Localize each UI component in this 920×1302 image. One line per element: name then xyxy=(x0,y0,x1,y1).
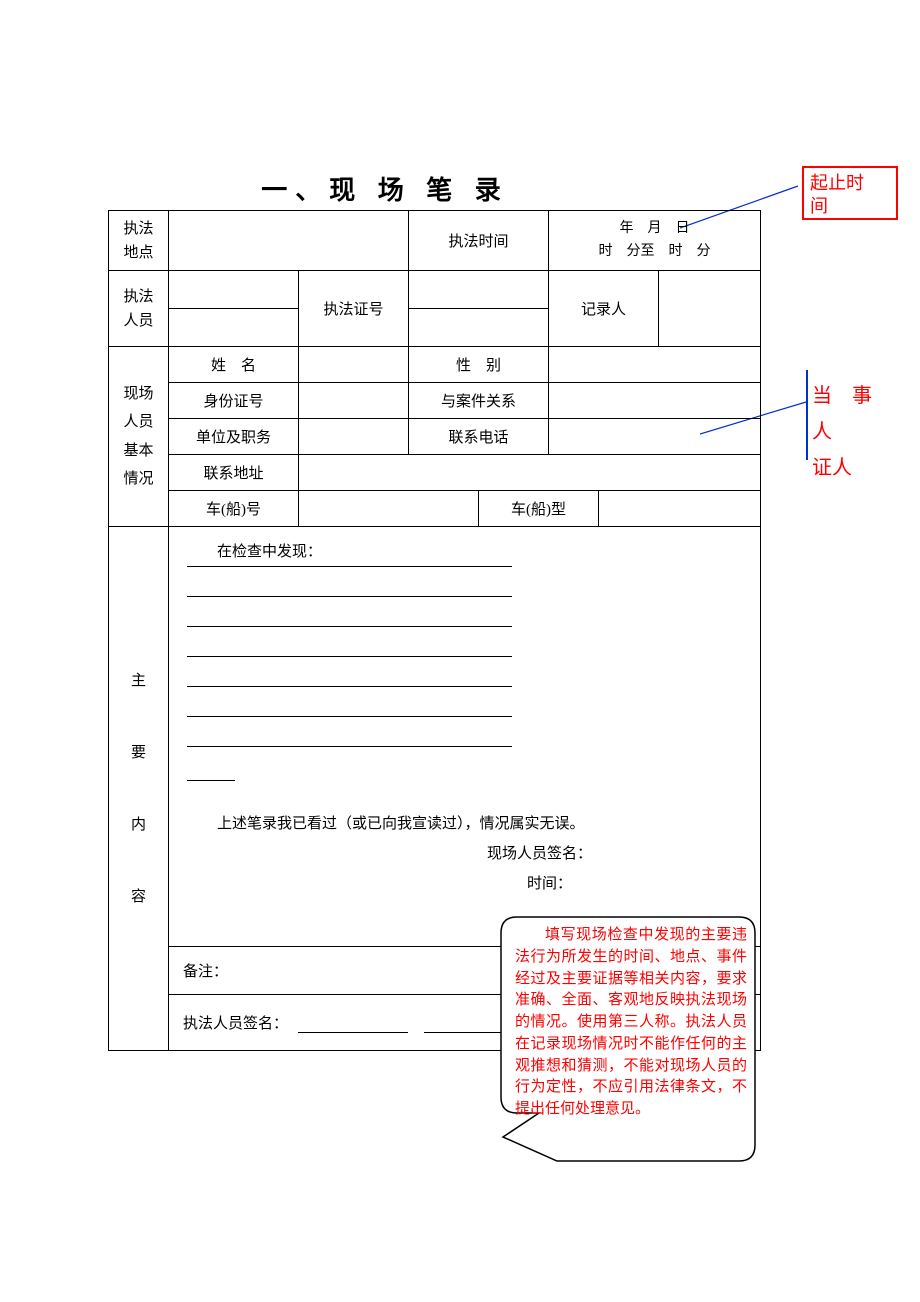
label-main-content: 主 要 内 容 xyxy=(109,527,169,1051)
time-line2: 时 分至 时 分 xyxy=(549,241,760,263)
label-name: 姓 名 xyxy=(169,347,299,383)
annotation-party: 当 事 人 证人 xyxy=(812,378,908,486)
onsite-sign-label: 现场人员签名： xyxy=(187,839,742,869)
label-unit: 单位及职务 xyxy=(169,419,299,455)
annotation-party-line2: 证人 xyxy=(812,450,908,486)
confirm-block: 上述笔录我已看过（或已向我宣读过），情况属实无误。 现场人员签名： 时间： xyxy=(187,809,742,899)
cell-idno[interactable] xyxy=(299,383,409,419)
label-onsite-person: 现场 人员 基本 情况 xyxy=(109,347,169,527)
label-relation: 与案件关系 xyxy=(409,383,549,419)
cell-vehicle-no[interactable] xyxy=(299,491,479,527)
page: 一、现 场 笔 录 起止时 间 当 事 人 证人 xyxy=(0,0,920,1302)
label-vehicle-no: 车(船)号 xyxy=(169,491,299,527)
label-vehicle-type: 车(船)型 xyxy=(479,491,599,527)
onsite-sign-time: 时间： xyxy=(187,869,742,899)
cell-staff-name-2[interactable] xyxy=(169,309,299,347)
cell-staff-name-1[interactable] xyxy=(169,271,299,309)
remark-label: 备注： xyxy=(183,964,228,980)
cell-gender[interactable] xyxy=(549,347,761,383)
annotation-party-line1: 当 事 人 xyxy=(812,378,908,450)
cell-vehicle-type[interactable] xyxy=(599,491,761,527)
form-table: 执法 地点 执法时间 年 月 日 时 分至 时 分 执法 人员 执法证号 记录人 xyxy=(108,210,761,1051)
label-staff: 执法 人员 xyxy=(109,271,169,347)
label-idno: 身份证号 xyxy=(169,383,299,419)
cell-location-value[interactable] xyxy=(169,211,409,271)
cell-name[interactable] xyxy=(299,347,409,383)
label-gender: 性 别 xyxy=(409,347,549,383)
cell-address[interactable] xyxy=(299,455,761,491)
cell-recorder[interactable] xyxy=(659,271,761,347)
staff-sign-label: 执法人员签名： xyxy=(183,1016,288,1032)
time-line1: 年 月 日 xyxy=(549,218,760,240)
cell-cert-1[interactable] xyxy=(409,271,549,309)
label-phone: 联系电话 xyxy=(409,419,549,455)
cell-relation[interactable] xyxy=(549,383,761,419)
bubble-text: 填写现场检查中发现的主要违法行为所发生的时间、地点、事件经过及主要证据等相关内容… xyxy=(515,925,747,1121)
label-address: 联系地址 xyxy=(169,455,299,491)
cell-main-content[interactable]: 在检查中发现： 上述笔录我已看过（或已向我宣读过），情况属实无误。 现场人员签名… xyxy=(169,527,761,947)
confirm-text: 上述笔录我已看过（或已向我宣读过），情况属实无误。 xyxy=(187,809,742,839)
annotation-time-box: 起止时 间 xyxy=(802,166,898,220)
cell-phone[interactable] xyxy=(549,419,761,455)
annotation-time-text: 起止时 间 xyxy=(810,173,864,216)
label-enforce-time: 执法时间 xyxy=(409,211,549,271)
page-title: 一、现 场 笔 录 xyxy=(0,170,770,207)
form-table-wrap: 执法 地点 执法时间 年 月 日 时 分至 时 分 执法 人员 执法证号 记录人 xyxy=(108,210,760,1051)
label-cert-no: 执法证号 xyxy=(299,271,409,347)
sign-blank-1[interactable] xyxy=(298,1015,408,1033)
cell-enforce-time[interactable]: 年 月 日 时 分至 时 分 xyxy=(549,211,761,271)
label-recorder: 记录人 xyxy=(549,271,659,347)
cell-unit[interactable] xyxy=(299,419,409,455)
label-location: 执法 地点 xyxy=(109,211,169,271)
annotation-bubble: 填写现场检查中发现的主要违法行为所发生的时间、地点、事件经过及主要证据等相关内容… xyxy=(499,915,757,1183)
found-prefix: 在检查中发现： xyxy=(217,544,322,560)
cell-cert-2[interactable] xyxy=(409,309,549,347)
